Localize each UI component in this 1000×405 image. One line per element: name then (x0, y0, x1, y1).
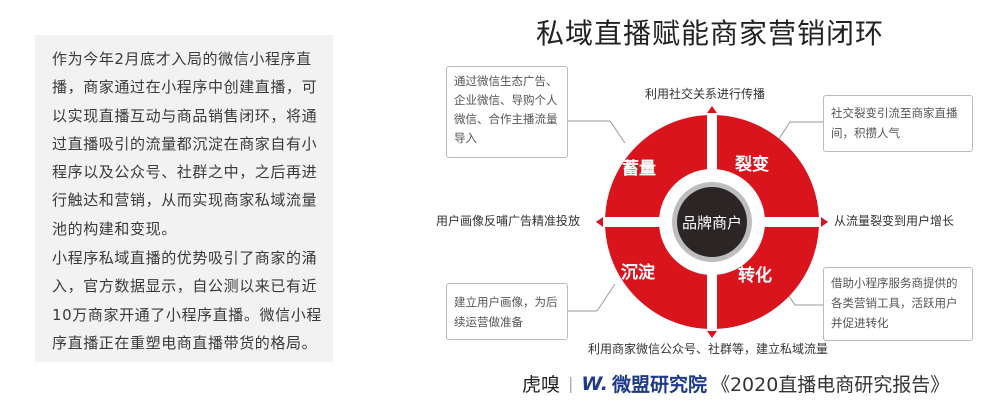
arrow-label-top: 利用社交关系进行传播 (645, 87, 766, 101)
note-top-right: 社交裂变引流至商家直播间，积攒人气 (823, 95, 973, 152)
quadrant-label-bottom-right: 转化 (738, 265, 772, 286)
intro-panel: 作为今年2月底才入局的微信小程序直播，商家通过在小程序中创建直播，可以实现直播互… (35, 35, 333, 362)
arrow-right-icon (821, 217, 828, 227)
center-circle (677, 187, 747, 257)
quadrant-label-top-right: 裂变 (734, 154, 769, 175)
connector-top-right (774, 121, 823, 146)
note-bottom-right: 借助小程序服务商提供的各类营销工具，活跃用户并促进转化 (823, 267, 973, 341)
quadrant-label-bottom-left: 沉淀 (621, 262, 656, 283)
huxiu-logo: 虎嗅 (522, 374, 561, 396)
arrow-left-icon (596, 217, 603, 227)
footer-credits: 虎嗅 | W. 微盟研究院 《2020直播电商研究报告》 (522, 370, 949, 397)
connector-top-left (567, 120, 626, 144)
weimob-logo-icon: W. (581, 372, 608, 395)
note-bottom-left: 建立用户画像，为后续运营做准备 (446, 283, 568, 340)
weimob-institute: 微盟研究院 (611, 374, 707, 396)
quadrant-label-top-left: 蓄量 (622, 158, 656, 179)
arrow-label-left: 用户画像反哺广告精准投放 (436, 214, 581, 228)
intro-paragraph-2: 小程序私域直播的优势吸引了商家的涌入，官方数据显示，自公测以来已有近10万商家开… (52, 249, 322, 352)
connector-bottom-left (567, 283, 616, 312)
note-top-left: 通过微信生态广告、企业微信、导购个人微信、合作主播流量导入 (446, 66, 568, 158)
arrow-label-bottom: 利用商家微信公众号、社群等，建立私域流量 (588, 342, 829, 356)
diagram-title: 私域直播赋能商家营销闭环 (535, 17, 884, 50)
center-label: 品牌商户 (682, 214, 742, 232)
report-title: 《2020直播电商研究报告》 (710, 374, 950, 396)
intro-paragraph-1: 作为今年2月底才入局的微信小程序直播，商家通过在小程序中创建直播，可以实现直播互… (52, 50, 318, 238)
footer-separator: | (568, 374, 574, 393)
arrow-down-icon (707, 331, 717, 338)
arrow-label-right: 从流量裂变到用户增长 (834, 214, 955, 228)
arrow-up-icon (707, 106, 717, 113)
